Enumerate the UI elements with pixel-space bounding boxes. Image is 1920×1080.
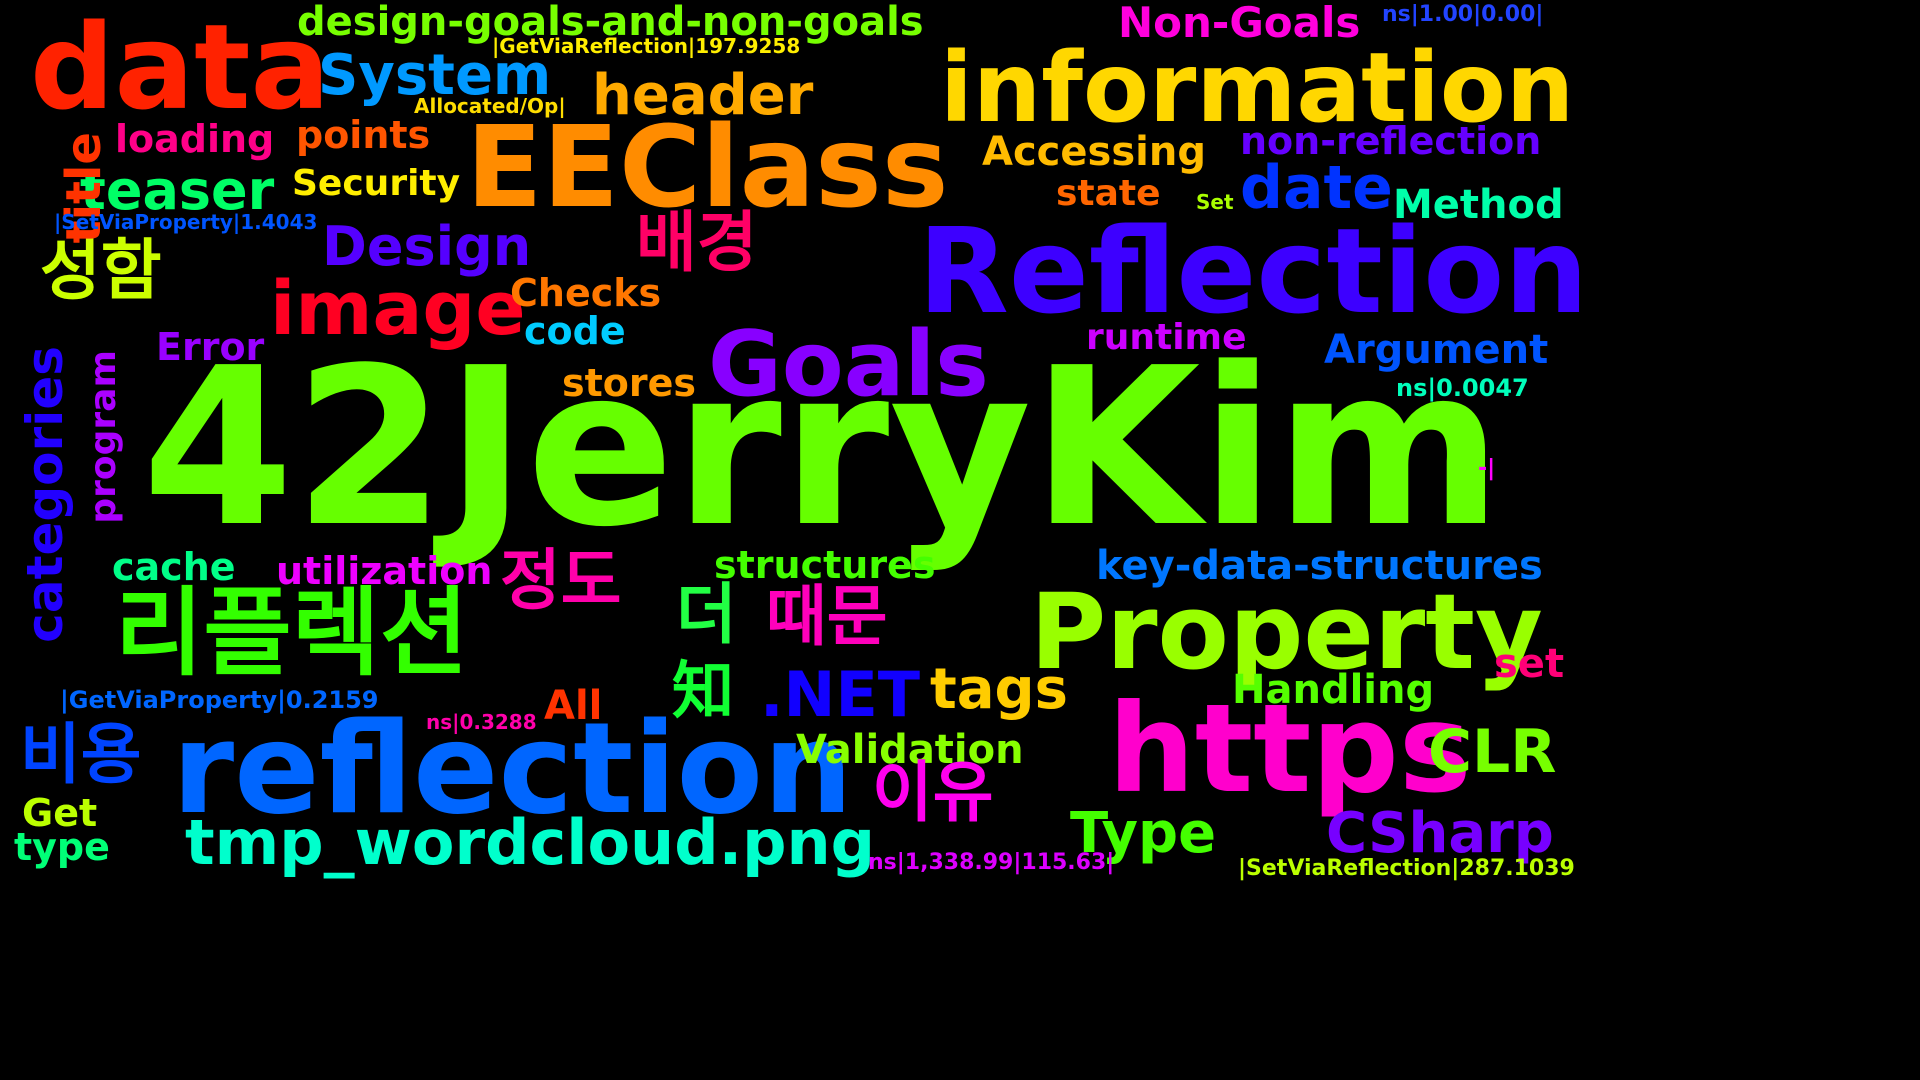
word: 성함 xyxy=(40,232,162,309)
word: ns|1,338.99|115.63| xyxy=(868,850,1115,875)
word: information xyxy=(940,32,1575,144)
word: tmp_wordcloud.png xyxy=(185,806,876,879)
word: teaser xyxy=(80,159,275,222)
word: 42JerryKim xyxy=(142,322,1503,575)
word: categories xyxy=(16,346,74,643)
word: utilization xyxy=(276,549,493,593)
word: All xyxy=(544,683,603,729)
word: key-data-structures xyxy=(1096,543,1543,589)
word: 정도 xyxy=(500,542,622,619)
word: data xyxy=(30,0,331,136)
word: 배경 xyxy=(636,204,758,281)
word: Allocated/Op| xyxy=(414,94,566,118)
word: structures xyxy=(714,543,936,587)
word: Accessing xyxy=(982,129,1206,175)
word: Property xyxy=(1030,571,1543,693)
word: runtime xyxy=(1086,317,1247,358)
word: Argument xyxy=(1324,327,1549,373)
word: date xyxy=(1240,153,1393,223)
word: Goals xyxy=(708,312,989,417)
word: header xyxy=(592,63,814,128)
word: Design xyxy=(322,215,532,278)
word: Handling xyxy=(1232,667,1435,713)
word: Reflection xyxy=(918,202,1589,340)
word: 더 xyxy=(676,576,737,653)
word: reflection xyxy=(172,695,853,842)
word: 때문 xyxy=(766,578,888,655)
word: Get xyxy=(22,791,98,835)
word: CLR xyxy=(1428,717,1557,787)
word: 知 xyxy=(672,654,735,727)
word: Security xyxy=(292,163,461,204)
word: Method xyxy=(1393,182,1564,228)
word: ns|1.00|0.00| xyxy=(1382,2,1544,27)
word: 이유 xyxy=(872,754,994,831)
word: state xyxy=(1056,173,1161,214)
word: EEClass xyxy=(466,103,949,233)
word: .NET xyxy=(760,658,921,731)
word: Error xyxy=(156,325,265,369)
word: Set xyxy=(1196,190,1234,214)
word: stores xyxy=(562,361,697,405)
word: image xyxy=(270,266,526,352)
word: type xyxy=(14,825,110,869)
word: points xyxy=(296,113,431,157)
word: Validation xyxy=(796,727,1024,773)
word: design-goals-and-non-goals xyxy=(297,0,924,45)
word: |SetViaReflection|287.1039 xyxy=(1238,856,1575,881)
word: ns|0.3288 xyxy=(426,710,537,734)
word: set xyxy=(1494,641,1565,687)
word: loading xyxy=(115,117,275,161)
word: |SetViaProperty|1.4043 xyxy=(54,210,318,234)
word: https xyxy=(1108,678,1472,820)
word: -| xyxy=(1478,456,1496,481)
word: Checks xyxy=(510,271,662,315)
word: 리플렉션 xyxy=(115,577,469,689)
word: |GetViaReflection|197.9258 xyxy=(492,34,801,58)
word: ns|0.0047 xyxy=(1396,374,1529,402)
word: tags xyxy=(930,657,1068,722)
word: 비용 xyxy=(20,716,142,793)
word: non-reflection xyxy=(1240,119,1542,163)
word: Type xyxy=(1070,801,1217,866)
word: CSharp xyxy=(1326,801,1554,866)
word: code xyxy=(524,309,626,353)
word: Non-Goals xyxy=(1118,0,1361,47)
word: |GetViaProperty|0.2159 xyxy=(60,686,379,714)
word: program xyxy=(83,350,124,524)
word: cache xyxy=(112,545,236,589)
word: System xyxy=(318,43,552,108)
